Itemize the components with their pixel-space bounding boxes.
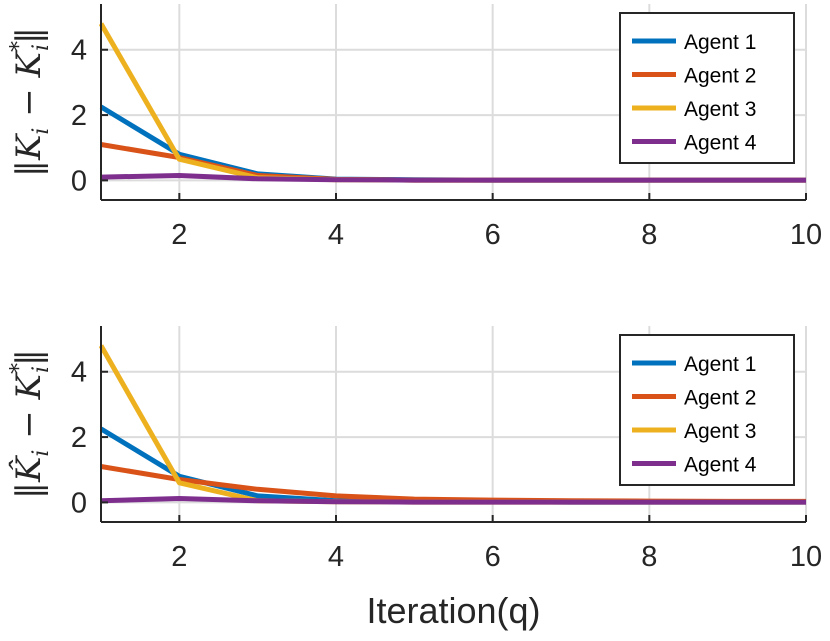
y-tick-label: 2 xyxy=(71,422,87,454)
legend-label-agent-4: Agent 4 xyxy=(684,454,757,477)
series-line-agent-4 xyxy=(100,173,806,183)
x-axis-label: Iteration(q) xyxy=(366,590,540,631)
y-tick-label: 0 xyxy=(71,165,87,197)
x-tick-label: 6 xyxy=(485,219,501,251)
series-line-agent-4 xyxy=(100,496,806,505)
y-tick-label: 4 xyxy=(71,35,87,67)
x-tick-label: 10 xyxy=(790,541,822,573)
x-tick-label: 2 xyxy=(171,541,187,573)
legend-box xyxy=(619,12,795,164)
y-axis-label: ‖Ki − K*i‖ xyxy=(7,27,54,177)
top-chart-panel: 2 4 6 8 10 0 2 4 ‖Ki − K*i‖ Agent 1 Agent 2 Agent 3… xyxy=(7,4,822,251)
x-tick-label: 8 xyxy=(641,219,657,251)
x-tick-label: 2 xyxy=(171,219,187,251)
legend-label-agent-2: Agent 2 xyxy=(684,387,756,410)
y-tick-label: 2 xyxy=(71,100,87,132)
y-tick-label: 0 xyxy=(71,487,87,519)
legend-label-agent-3: Agent 3 xyxy=(684,98,756,121)
legend-label-agent-1: Agent 1 xyxy=(684,31,756,54)
legend-box xyxy=(619,334,795,486)
x-tick-label: 8 xyxy=(641,541,657,573)
bottom-chart-panel: 2 4 6 8 10 0 2 4 ‖K̂i − K*i‖ Iteration(q) Agent 1 A… xyxy=(7,326,822,631)
legend-label-agent-1: Agent 1 xyxy=(684,353,756,376)
y-tick-label: 4 xyxy=(71,357,87,389)
legend-label-agent-3: Agent 3 xyxy=(684,420,756,443)
x-tick-label: 10 xyxy=(790,219,822,251)
legend-label-agent-2: Agent 2 xyxy=(684,65,756,88)
y-axis-label: ‖K̂i − K*i‖ xyxy=(7,349,54,499)
x-tick-label: 4 xyxy=(328,541,344,573)
legend-label-agent-4: Agent 4 xyxy=(684,132,757,155)
x-tick-label: 6 xyxy=(485,541,501,573)
x-tick-label: 4 xyxy=(328,219,344,251)
